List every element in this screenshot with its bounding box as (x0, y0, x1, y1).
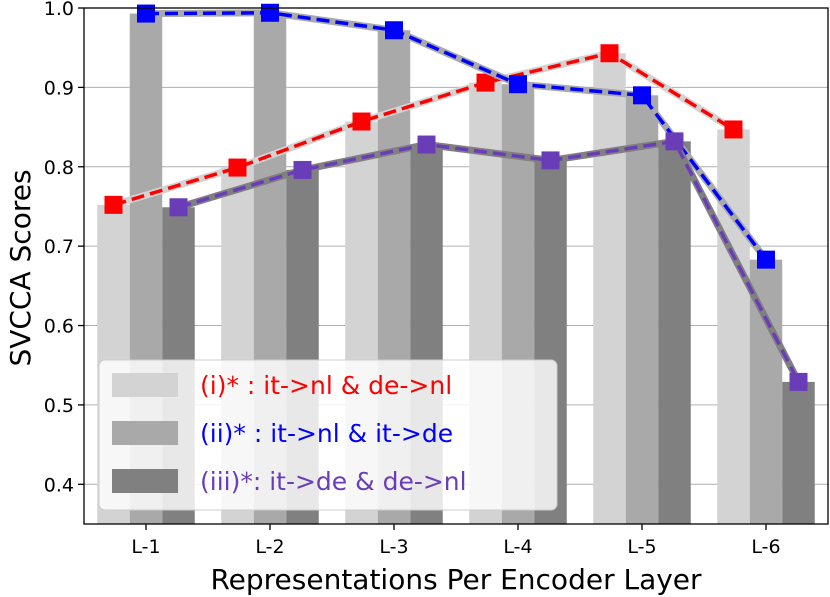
y-tick-label: 0.8 (44, 157, 74, 179)
marker-series3-L-4 (541, 151, 560, 170)
marker-series2-L-2 (261, 3, 279, 22)
x-tick-label: L-5 (627, 536, 656, 558)
marker-series1-L-6 (724, 120, 743, 139)
marker-series3-L-5 (665, 132, 684, 151)
legend-swatch-2 (112, 421, 178, 445)
marker-series3-L-3 (417, 135, 436, 154)
bar-series1-L-5 (593, 53, 626, 524)
x-tick-label: L-1 (131, 536, 160, 558)
series-lines (104, 3, 808, 391)
marker-series1-L-3 (352, 112, 371, 131)
bar-series3-L-6 (782, 381, 815, 524)
x-tick-label: L-4 (503, 536, 532, 558)
marker-series3-L-6 (789, 372, 808, 391)
y-tick-label: 0.6 (44, 316, 74, 338)
marker-series3-L-2 (293, 160, 312, 179)
marker-series3-L-1 (169, 198, 188, 217)
legend-box (98, 359, 558, 511)
x-axis-label: Representations Per Encoder Layer (210, 563, 702, 596)
marker-series1-L-1 (104, 195, 123, 214)
marker-series2-L-3 (385, 21, 403, 40)
marker-series1-L-5 (600, 44, 619, 63)
marker-series1-L-2 (228, 158, 247, 177)
marker-series2-L-5 (633, 86, 651, 105)
legend-swatch-3 (112, 469, 178, 493)
series-line-2 (145, 11, 768, 261)
plot-frame (83, 7, 829, 525)
legend-swatch-1 (112, 373, 178, 397)
legend-label-2: (ii)* : it->nl & it->de (200, 419, 453, 448)
marker-series2-L-6 (757, 250, 775, 269)
series-line-3 (177, 139, 801, 383)
legend: (i)* : it->nl & de->nl (ii)* : it->nl & i… (98, 359, 558, 511)
x-tick-label: L-2 (255, 536, 284, 558)
y-tick-label: 0.9 (44, 77, 74, 99)
y-tick-label: 0.5 (44, 395, 74, 417)
y-tick-label: 0.4 (44, 474, 74, 496)
bar-series3-L-5 (658, 141, 691, 524)
marker-series1-L-4 (476, 73, 495, 92)
y-tick-label: 1.0 (44, 0, 74, 20)
marker-series2-L-1 (137, 4, 155, 23)
axes: 0.4 0.5 0.6 0.7 0.8 0.9 1.0 L-1 L-2 L-3 L-4 L-5 L-6 (44, 0, 829, 558)
y-tick-label: 0.7 (44, 236, 74, 258)
series-line-1 (112, 51, 735, 207)
bar-series2-L-5 (625, 95, 659, 525)
legend-label-1: (i)* : it->nl & de->nl (200, 371, 452, 400)
bar-series1-L-6 (717, 129, 750, 524)
y-axis-label: SVCCA Scores (4, 169, 37, 366)
marker-series2-L-4 (509, 75, 527, 94)
legend-label-3: (iii)*: it->de & de->nl (200, 467, 467, 496)
x-tick-label: L-3 (379, 536, 408, 558)
x-tick-label: L-6 (751, 536, 780, 558)
